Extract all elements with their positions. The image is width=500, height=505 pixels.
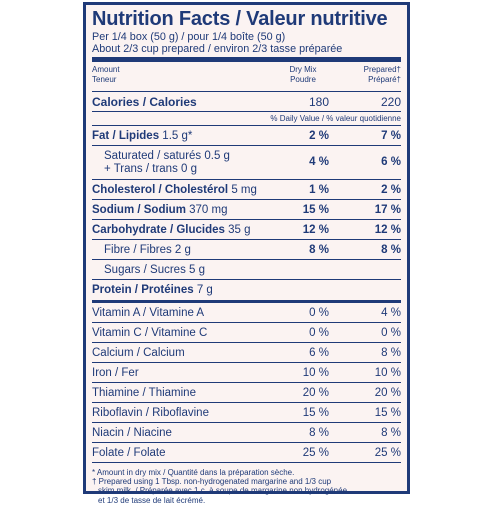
daily-value-label: % Daily Value / % valeur quotidienne	[270, 114, 401, 123]
footnote-prepared-3: et 1/3 de tasse de lait écrémé.	[98, 495, 206, 505]
iron-prepared: 10 %	[374, 367, 401, 379]
sodium-label: Sodium / Sodium	[92, 204, 186, 216]
calories-row: Calories / Calories 180 220	[92, 92, 401, 112]
nutrient-row-fat: Fat / Lipides 1.5 g* 2 % 7 %	[92, 126, 401, 146]
protein-amount: 7 g	[196, 284, 213, 296]
serving-size-line: Per 1/4 box (50 g) / pour 1/4 boîte (50 …	[92, 31, 286, 43]
saturated-label: Saturated / saturés 0.5 g	[104, 150, 230, 162]
vitamin-a-prepared: 4 %	[381, 307, 401, 319]
calories-prepared: 220	[380, 95, 401, 109]
riboflavin-label: Riboflavin / Riboflavine	[92, 407, 209, 419]
riboflavin-dry: 15 %	[302, 407, 329, 419]
daily-value-row: % Daily Value / % valeur quotidienne	[92, 112, 401, 126]
amount-header: Amount	[92, 65, 120, 74]
vitamin-c-prepared: 0 %	[381, 327, 401, 339]
serving-prepared-line: About 2/3 cup prepared / environ 2/3 tas…	[92, 43, 343, 55]
vitamin-row-niacin: Niacin / Niacine 8 % 8 %	[92, 423, 401, 443]
carbohydrate-prepared: 12 %	[374, 224, 401, 236]
fat-dry: 2 %	[309, 130, 329, 142]
poudre-header: Poudre	[290, 75, 316, 84]
vitamin-c-label: Vitamin C / Vitamine C	[92, 327, 208, 339]
fat-amount: 1.5 g*	[162, 130, 193, 142]
teneur-header: Teneur	[92, 75, 117, 84]
riboflavin-prepared: 15 %	[374, 407, 401, 419]
trans-label: + Trans / trans 0 g	[104, 163, 198, 175]
sodium-dry: 15 %	[302, 204, 329, 216]
footnote-prepared-1: † Prepared using 1 Tbsp. non-hydrogenate…	[92, 477, 332, 487]
niacin-label: Niacin / Niacine	[92, 427, 172, 439]
column-header-row: Amount Teneur Dry Mix Poudre Prepared† P…	[92, 62, 401, 92]
sugars-label: Sugars / Sucres 5 g	[104, 264, 205, 276]
fibre-dry: 8 %	[309, 244, 329, 256]
prepared-header: Prepared†	[363, 65, 401, 74]
carbohydrate-amount: 35 g	[228, 224, 251, 236]
panel-title: Nutrition Facts / Valeur nutritive	[92, 8, 388, 30]
cholesterol-amount: 5 mg	[231, 184, 257, 196]
calories-dry: 180	[308, 95, 329, 109]
footnotes: * Amount in dry mix / Quantité dans la p…	[92, 468, 401, 505]
footnote-dry-mix: * Amount in dry mix / Quantité dans la p…	[92, 468, 295, 477]
dry-mix-header: Dry Mix	[289, 65, 317, 74]
vitamin-row-a: Vitamin A / Vitamine A 0 % 4 %	[92, 303, 401, 323]
nutrient-row-fibre: Fibre / Fibres 2 g 8 % 8 %	[92, 240, 401, 260]
thiamine-prepared: 20 %	[374, 387, 401, 399]
nutrient-row-carbohydrate: Carbohydrate / Glucides 35 g 12 % 12 %	[92, 220, 401, 240]
thiamine-label: Thiamine / Thiamine	[92, 387, 196, 399]
fibre-prepared: 8 %	[381, 244, 401, 256]
nutrient-row-protein: Protein / Protéines 7 g	[92, 280, 401, 300]
vitamin-a-label: Vitamin A / Vitamine A	[92, 307, 205, 319]
prepare-header: Préparé†	[368, 75, 401, 84]
calories-label: Calories / Calories	[92, 95, 197, 109]
vitamin-row-c: Vitamin C / Vitamine C 0 % 0 %	[92, 323, 401, 343]
protein-label: Protein / Protéines	[92, 284, 194, 296]
nutrition-facts-panel: Nutrition Facts / Valeur nutritive Per 1…	[83, 2, 410, 505]
folate-dry: 25 %	[302, 447, 329, 459]
vitamin-row-riboflavin: Riboflavin / Riboflavine 15 % 15 %	[92, 403, 401, 423]
niacin-prepared: 8 %	[381, 427, 401, 439]
vitamin-row-thiamine: Thiamine / Thiamine 20 % 20 %	[92, 383, 401, 403]
calcium-prepared: 8 %	[381, 347, 401, 359]
fat-prepared: 7 %	[381, 130, 401, 142]
sodium-prepared: 17 %	[374, 204, 401, 216]
folate-label: Folate / Folate	[92, 447, 166, 459]
fat-label: Fat / Lipides	[92, 130, 160, 142]
vitamin-a-dry: 0 %	[309, 307, 329, 319]
fibre-label: Fibre / Fibres 2 g	[104, 244, 191, 256]
nutrient-row-sugars: Sugars / Sucres 5 g	[92, 260, 401, 280]
saturated-dry: 4 %	[309, 156, 329, 168]
medium-divider	[92, 300, 401, 303]
sodium-amount: 370 mg	[189, 204, 228, 216]
nutrient-row-sodium: Sodium / Sodium 370 mg 15 % 17 %	[92, 200, 401, 220]
vitamin-row-iron: Iron / Fer 10 % 10 %	[92, 363, 401, 383]
cholesterol-label: Cholesterol / Cholestérol	[92, 184, 229, 196]
cholesterol-dry: 1 %	[309, 184, 329, 196]
vitamin-c-dry: 0 %	[309, 327, 329, 339]
carbohydrate-dry: 12 %	[302, 224, 329, 236]
folate-prepared: 25 %	[374, 447, 401, 459]
iron-label: Iron / Fer	[92, 367, 139, 379]
calcium-dry: 6 %	[309, 347, 329, 359]
thiamine-dry: 20 %	[302, 387, 329, 399]
nutrient-row-saturated: Saturated / saturés 0.5 g + Trans / tran…	[92, 146, 401, 180]
cholesterol-prepared: 2 %	[381, 184, 401, 196]
iron-dry: 10 %	[302, 367, 329, 379]
saturated-prepared: 6 %	[381, 156, 401, 168]
calcium-label: Calcium / Calcium	[92, 347, 185, 359]
thick-divider	[92, 57, 401, 62]
vitamin-row-calcium: Calcium / Calcium 6 % 8 %	[92, 343, 401, 363]
carbohydrate-label: Carbohydrate / Glucides	[92, 224, 225, 236]
vitamin-row-folate: Folate / Folate 25 % 25 %	[92, 443, 401, 463]
niacin-dry: 8 %	[309, 427, 329, 439]
nutrient-row-cholesterol: Cholesterol / Cholestérol 5 mg 1 % 2 %	[92, 180, 401, 200]
footnote-prepared-2: skim milk. / Préparée avec 1 c. à soupe …	[98, 486, 348, 496]
